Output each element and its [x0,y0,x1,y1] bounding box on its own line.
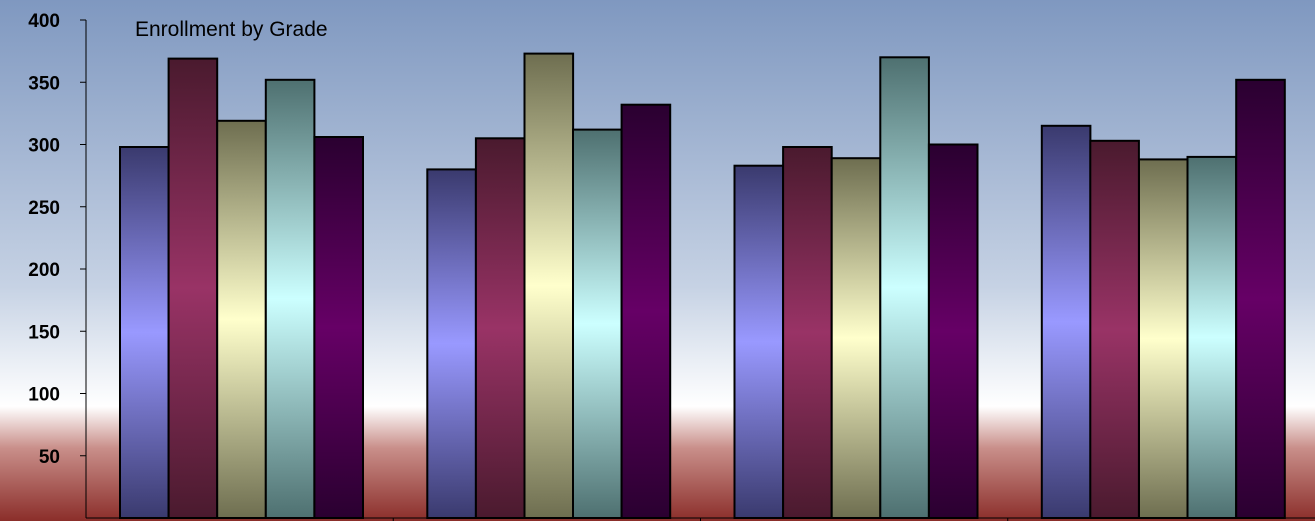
y-tick-label: 250 [28,198,60,219]
y-tick-label: 350 [28,73,60,94]
y-tick-label: 400 [28,11,60,32]
bar-cat2-series4 [572,128,623,519]
bar-cat2-series5 [620,103,672,519]
bars-layer [119,52,1286,520]
y-tick-label: 150 [28,322,60,343]
y-tick-label: 50 [39,447,60,468]
y-tick-label: 100 [28,385,60,406]
axis-layer: 50 100 150 200 250 300 350 400 [28,11,1315,521]
bar-cat2-series2 [474,137,526,520]
bar-cat1-series2 [167,57,219,519]
bar-cat4-series5 [1235,78,1286,520]
bar-cat4-series4 [1186,155,1238,519]
chart-title: Enrollment by Grade [135,18,328,41]
y-tick-label: 300 [28,136,60,157]
bar-cat1-series4 [264,78,316,520]
bar-cat2-series3 [523,52,575,519]
bar-cat4-series1 [1040,124,1092,520]
y-tick-label: 200 [28,260,60,281]
bar-cat2-series1 [426,168,477,519]
bar-cat1-series3 [216,119,267,520]
bar-cat1-series5 [313,136,364,519]
bar-cat1-series1 [119,146,170,519]
bar-cat3-series4 [879,56,930,520]
bar-cat3-series2 [782,146,833,519]
bar-cat4-series2 [1089,139,1140,520]
bar-cat3-series5 [927,143,979,519]
bar-cat4-series3 [1138,158,1189,519]
bar-cat3-series1 [733,164,785,519]
bar-cat3-series3 [830,157,882,519]
